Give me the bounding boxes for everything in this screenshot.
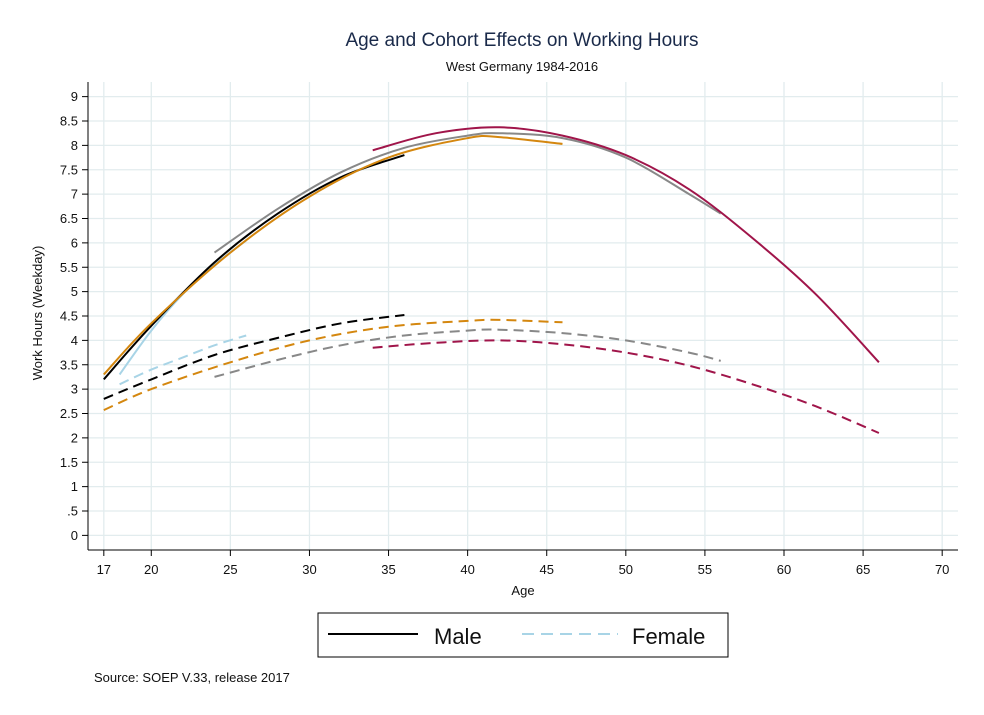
x-axis-label: Age [511,583,534,598]
y-tick-label: 1.5 [60,455,78,470]
y-axis-label: Work Hours (Weekday) [30,246,45,381]
y-tick-label: 5 [71,284,78,299]
chart-title: Age and Cohort Effects on Working Hours [345,30,698,51]
x-tick-label: 55 [698,562,712,577]
series-group [103,126,880,434]
y-tick-label: 4 [71,333,78,348]
male-series-line-0 [118,239,247,376]
y-tick-label: 7 [71,187,78,202]
male-series-line-3 [213,132,722,254]
legend-female-label: Female [632,624,705,649]
y-tick-label: 2.5 [60,406,78,421]
legend: Male Female [317,612,729,658]
x-tick-label: 25 [223,562,237,577]
y-tick-label: 7.5 [60,162,78,177]
x-tick-label: 20 [144,562,158,577]
y-tick-label: 8.5 [60,114,78,129]
x-tick-label: 65 [856,562,870,577]
y-tick-label: .5 [67,504,78,519]
x-tick-label: 60 [777,562,791,577]
x-tick-label: 17 [97,562,111,577]
legend-male-label: Male [434,624,482,649]
x-tick-label: 45 [539,562,553,577]
y-tick-label: 0 [71,528,78,543]
female-series-line-8 [214,328,721,378]
y-tick-label: 5.5 [60,260,78,275]
male-series-line-2 [103,134,563,376]
y-tick-label: 4.5 [60,309,78,324]
y-tick-label: 6 [71,235,78,250]
y-tick-label: 8 [71,138,78,153]
x-tick-label: 70 [935,562,949,577]
x-tick-label: 35 [381,562,395,577]
source-note: Source: SOEP V.33, release 2017 [94,670,290,685]
female-series-line-7 [103,318,563,412]
female-series-line-5 [119,334,247,386]
y-tick-label: 2 [71,430,78,445]
female-series-line-6 [103,314,405,400]
y-tick-label: 3.5 [60,357,78,372]
y-tick-label: 1 [71,479,78,494]
chart-subtitle: West Germany 1984-2016 [446,59,598,74]
y-tick-label: 3 [71,382,78,397]
grid-lines [88,82,958,550]
x-ticks: 17 20 25 30 35 40 45 50 55 60 65 70 [97,550,949,577]
y-tick-label: 9 [71,89,78,104]
male-series-line-4 [372,126,880,363]
y-tick-label: 6.5 [60,211,78,226]
y-ticks: 0 .5 1 1.5 2 2.5 3 3.5 4 4.5 5 5.5 6 6.5 7 7.5 8 8.5 9 [60,89,88,543]
x-tick-label: 40 [460,562,474,577]
x-tick-label: 30 [302,562,316,577]
x-tick-label: 50 [619,562,633,577]
female-series-line-9 [372,339,880,434]
male-series-line-1 [103,154,405,381]
